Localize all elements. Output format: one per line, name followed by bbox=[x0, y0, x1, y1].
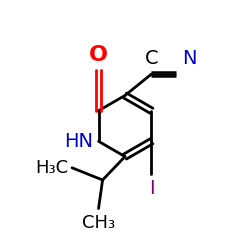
Text: O: O bbox=[89, 45, 108, 65]
Text: N: N bbox=[182, 49, 196, 68]
Text: H₃C: H₃C bbox=[35, 159, 68, 177]
Text: C: C bbox=[145, 49, 158, 68]
Text: I: I bbox=[149, 179, 154, 198]
Text: CH₃: CH₃ bbox=[82, 214, 115, 232]
Text: HN: HN bbox=[64, 132, 94, 151]
